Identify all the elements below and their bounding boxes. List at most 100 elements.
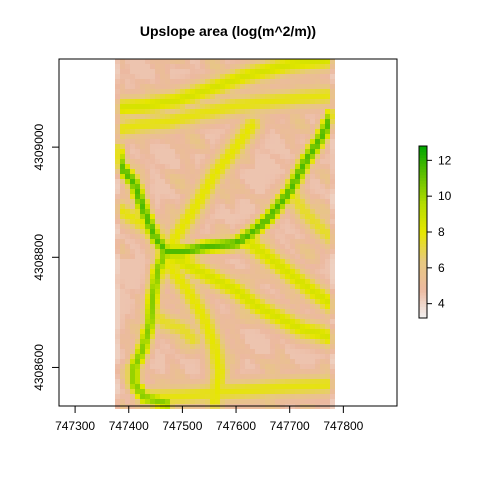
raster-cell — [160, 79, 165, 84]
raster-cell — [180, 319, 185, 324]
raster-cell — [270, 109, 275, 114]
raster-cell — [230, 114, 235, 119]
raster-cell — [225, 299, 230, 304]
raster-cell — [280, 134, 285, 139]
raster-cell — [310, 144, 315, 149]
raster-cell — [215, 254, 220, 259]
raster-cell — [325, 374, 330, 379]
raster-cell — [310, 269, 315, 274]
raster-cell — [330, 334, 335, 339]
raster-cell — [240, 329, 245, 334]
raster-cell — [245, 149, 250, 154]
legend-swatch — [419, 194, 427, 199]
raster-cell — [205, 269, 210, 274]
raster-cell — [235, 374, 240, 379]
raster-cell — [275, 154, 280, 159]
raster-cell — [235, 294, 240, 299]
raster-cell — [220, 339, 225, 344]
raster-cell — [235, 299, 240, 304]
raster-cell — [115, 124, 120, 129]
raster-cell — [245, 64, 250, 69]
raster-cell — [130, 399, 135, 404]
raster-cell — [190, 89, 195, 94]
raster-cell — [170, 384, 175, 389]
raster-cell — [265, 384, 270, 389]
raster-cell — [285, 264, 290, 269]
raster-cell — [135, 344, 140, 349]
raster-cell — [230, 299, 235, 304]
raster-cell — [220, 149, 225, 154]
raster-cell — [300, 99, 305, 104]
raster-cell — [125, 239, 130, 244]
raster-cell — [250, 359, 255, 364]
raster-cell — [180, 89, 185, 94]
raster-cell — [285, 169, 290, 174]
raster-cell — [140, 374, 145, 379]
raster-cell — [135, 269, 140, 274]
raster-cell — [135, 204, 140, 209]
raster-cell — [140, 259, 145, 264]
raster-cell — [325, 144, 330, 149]
raster-cell — [190, 294, 195, 299]
raster-cell — [115, 349, 120, 354]
raster-cell — [305, 294, 310, 299]
raster-cell — [245, 349, 250, 354]
raster-cell — [260, 199, 265, 204]
raster-cell — [120, 59, 125, 64]
raster-cell — [310, 199, 315, 204]
raster-cell — [185, 249, 190, 254]
raster-cell — [180, 189, 185, 194]
raster-cell — [190, 354, 195, 359]
raster-cell — [130, 354, 135, 359]
raster-cell — [230, 259, 235, 264]
chart-title: Upslope area (log(m^2/m)) — [140, 23, 316, 39]
raster-cell — [210, 119, 215, 124]
raster-cell — [135, 189, 140, 194]
raster-cell — [140, 214, 145, 219]
raster-cell — [285, 339, 290, 344]
raster-cell — [130, 169, 135, 174]
raster-cell — [250, 264, 255, 269]
raster-cell — [160, 374, 165, 379]
raster-cell — [150, 209, 155, 214]
raster-cell — [160, 189, 165, 194]
raster-cell — [140, 134, 145, 139]
raster-cell — [180, 324, 185, 329]
raster-cell — [170, 374, 175, 379]
raster-cell — [190, 304, 195, 309]
raster-cell — [165, 119, 170, 124]
raster-cell — [125, 179, 130, 184]
raster-cell — [330, 159, 335, 164]
raster-cell — [200, 264, 205, 269]
raster-cell — [305, 79, 310, 84]
raster-cell — [320, 369, 325, 374]
raster-cell — [185, 394, 190, 399]
raster-cell — [180, 224, 185, 229]
raster-cell — [145, 64, 150, 69]
raster-cell — [240, 174, 245, 179]
legend-swatch — [419, 206, 427, 210]
raster-cell — [290, 169, 295, 174]
raster-cell — [145, 244, 150, 249]
raster-cell — [210, 319, 215, 324]
raster-cell — [325, 269, 330, 274]
raster-cell — [220, 144, 225, 149]
raster-cell — [195, 99, 200, 104]
raster-cell — [145, 69, 150, 74]
raster-cell — [220, 304, 225, 309]
raster-cell — [180, 309, 185, 314]
raster-cell — [230, 289, 235, 294]
raster-cell — [135, 284, 140, 289]
raster-cell — [290, 149, 295, 154]
raster-cell — [220, 219, 225, 224]
raster-cell — [195, 249, 200, 254]
raster-cell — [175, 144, 180, 149]
raster-cell — [170, 294, 175, 299]
raster-cell — [220, 229, 225, 234]
raster-cell — [155, 244, 160, 249]
raster-cell — [330, 169, 335, 174]
raster-cell — [255, 394, 260, 399]
raster-cell — [265, 159, 270, 164]
raster-cell — [195, 199, 200, 204]
raster-cell — [130, 69, 135, 74]
